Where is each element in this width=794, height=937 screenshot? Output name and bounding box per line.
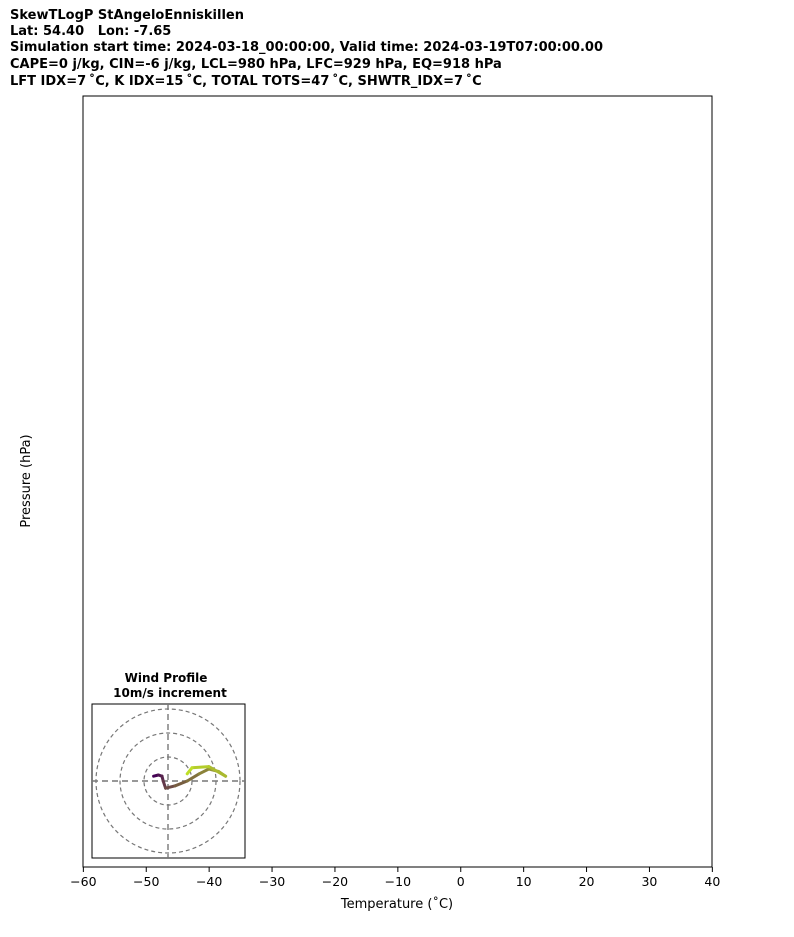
hodograph-title: Wind Profile bbox=[125, 671, 208, 685]
x-tick-label: −30 bbox=[259, 874, 285, 889]
x-tick-label: −40 bbox=[196, 874, 222, 889]
hodograph-trace-segment bbox=[190, 765, 211, 770]
x-tick-label: −50 bbox=[133, 874, 159, 889]
hodograph-trace-segment bbox=[164, 784, 177, 790]
hodograph-trace-segment bbox=[185, 772, 201, 783]
x-axis-label: Temperature (˚C) bbox=[340, 896, 453, 912]
x-tick-label: −20 bbox=[322, 874, 348, 889]
chart-title-line-1: SkewTLogP StAngeloEnniskillen bbox=[10, 8, 244, 23]
x-tick-label: 40 bbox=[704, 874, 720, 889]
axis-ticks-layer: −60−50−40−30−20−100102030401002003004005… bbox=[70, 867, 720, 889]
x-tick-label: −10 bbox=[385, 874, 411, 889]
y-axis-label: Pressure (hPa) bbox=[19, 434, 34, 527]
x-tick-label: 20 bbox=[579, 874, 595, 889]
hodograph-subtitle: 10m/s increment bbox=[113, 686, 227, 700]
hodograph-trace-segment bbox=[197, 767, 211, 776]
x-tick-label: 0 bbox=[457, 874, 465, 889]
x-tick-label: 30 bbox=[641, 874, 657, 889]
hodograph-trace-segment bbox=[173, 779, 189, 788]
chart-title-line-2: Lat: 54.40 Lon: -7.65 bbox=[10, 24, 172, 39]
x-tick-label: 10 bbox=[516, 874, 532, 889]
hodograph-trace-segment bbox=[207, 765, 228, 778]
chart-title-line-3: Simulation start time: 2024-03-18_00:00:… bbox=[10, 40, 603, 55]
hodograph bbox=[92, 704, 245, 858]
chart-title-line-5: LFT IDX=7 ˚C, K IDX=15 ˚C, TOTAL TOTS=47… bbox=[10, 74, 482, 89]
chart-title-line-4: CAPE=0 j/kg, CIN=-6 j/kg, LCL=980 hPa, L… bbox=[10, 57, 502, 72]
x-tick-label: −60 bbox=[70, 874, 96, 889]
hodograph-trace-segment bbox=[185, 766, 194, 776]
